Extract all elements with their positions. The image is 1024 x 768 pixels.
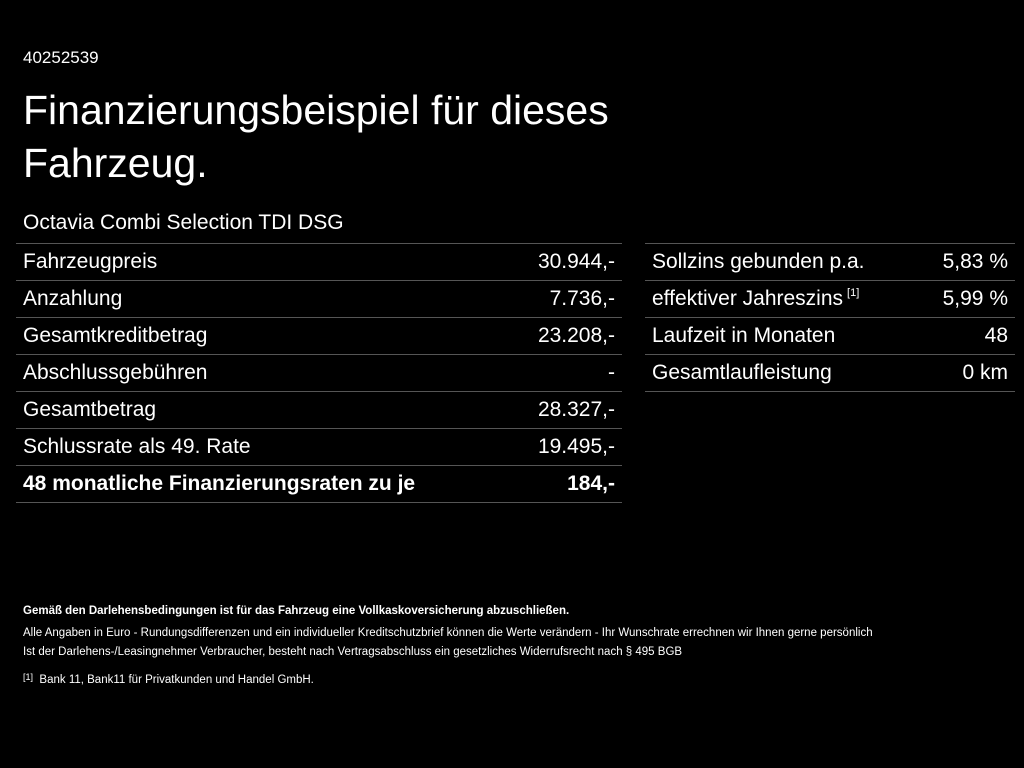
label-text: Anzahlung xyxy=(23,287,123,310)
row-label: Fahrzeugpreis xyxy=(23,250,157,274)
label-text: effektiver Jahreszins xyxy=(652,287,844,310)
row-label: Gesamtbetrag xyxy=(23,398,156,422)
footnote-ref: [1] xyxy=(847,287,860,299)
footer-note: Ist der Darlehens-/Leasingnehmer Verbrau… xyxy=(23,646,683,658)
row-value: 30.944,- xyxy=(537,250,615,273)
footnote: [1] Bank 11, Bank11 für Privatkunden und… xyxy=(23,672,314,686)
table-row: Sollzins gebunden p.a. 5,83 % xyxy=(645,244,1015,281)
table-row: Abschlussgebühren - xyxy=(16,355,622,392)
table-row: Gesamtlaufleistung 0 km xyxy=(645,355,1015,392)
table-row: Fahrzeugpreis 30.944,- xyxy=(16,244,622,281)
table-row: 48 monatliche Finanzierungsraten zu je 18… xyxy=(16,466,622,503)
label-text: Fahrzeugpreis xyxy=(23,250,158,273)
row-label: Gesamtlaufleistung xyxy=(652,361,832,385)
label-text: Abschlussgebühren xyxy=(23,361,208,384)
label-text: Gesamtbetrag xyxy=(23,398,157,421)
table-row: Laufzeit in Monaten 48 xyxy=(645,318,1015,355)
model-name: Octavia Combi Selection TDI DSG xyxy=(23,211,344,234)
row-value: - xyxy=(608,361,615,384)
row-label: Schlussrate als 49. Rate xyxy=(23,435,251,459)
row-label: Gesamtkreditbetrag xyxy=(23,324,207,348)
label-text: Sollzins gebunden p.a. xyxy=(652,250,865,273)
row-value: 19.495,- xyxy=(537,435,615,458)
label-text: Schlussrate als 49. Rate xyxy=(23,435,251,458)
row-value: 23.208,- xyxy=(537,324,615,347)
footnote-marker: [1] xyxy=(23,672,34,682)
row-value: 0 km xyxy=(962,361,1008,384)
table-row: Schlussrate als 49. Rate 19.495,- xyxy=(16,429,622,466)
row-label: 48 monatliche Finanzierungsraten zu je xyxy=(23,472,415,496)
label-text: Gesamtkreditbetrag xyxy=(23,324,208,347)
row-value: 28.327,- xyxy=(537,398,615,421)
table-row: Anzahlung 7.736,- xyxy=(16,281,622,318)
row-label: Sollzins gebunden p.a. xyxy=(652,250,865,274)
rate-table: Sollzins gebunden p.a. 5,83 % effektiver J… xyxy=(645,243,1015,392)
row-label: Anzahlung xyxy=(23,287,122,311)
title: Finanzierungsbeispiel für dieses xyxy=(23,87,609,133)
footnote-text: Bank 11, Bank11 für Privatkunden und Han… xyxy=(39,674,314,686)
row-label: Laufzeit in Monaten xyxy=(652,324,835,348)
table-row: Gesamtkreditbetrag 23.208,- xyxy=(16,318,622,355)
finance-table: Fahrzeugpreis 30.944,- Anzahlung 7.736,- Ges… xyxy=(16,243,622,503)
row-value: 184,- xyxy=(567,472,615,495)
label-text: Laufzeit in Monaten xyxy=(652,324,836,347)
row-value: 5,83 % xyxy=(942,250,1008,273)
row-label: Abschlussgebühren xyxy=(23,361,207,385)
row-label: effektiver Jahreszins [1] xyxy=(652,287,859,311)
row-value: 5,99 % xyxy=(942,287,1008,310)
row-value: 48 xyxy=(984,324,1008,347)
table-row: Gesamtbetrag 28.327,- xyxy=(16,392,622,429)
label-text: Gesamtlaufleistung xyxy=(652,361,832,384)
row-value: 7.736,- xyxy=(549,287,615,310)
footer-note: Alle Angaben in Euro - Rundungsdifferenz… xyxy=(23,627,873,639)
vehicle-id: 40252539 xyxy=(23,48,99,67)
footer-note: Gemäß den Darlehensbedingungen ist für d… xyxy=(23,605,570,617)
table-row: effektiver Jahreszins [1] 5,99 % xyxy=(645,281,1015,318)
label-text: 48 monatliche Finanzierungsraten zu je xyxy=(23,472,416,495)
title: Fahrzeug. xyxy=(23,140,208,186)
